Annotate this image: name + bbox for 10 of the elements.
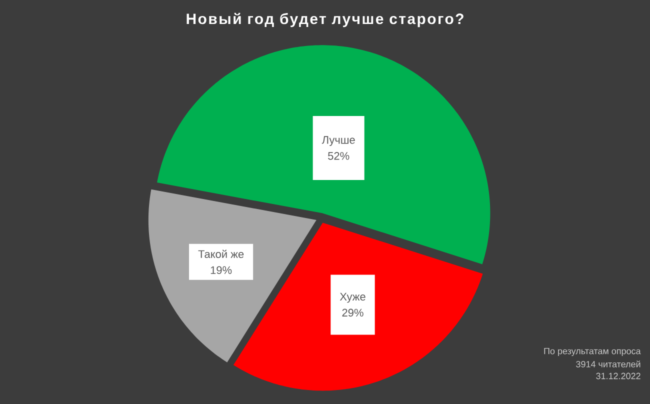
slice-label: Такой же [198,250,244,258]
text: 3914 читателей [576,360,640,368]
data-label: 29% [342,308,364,317]
text: По результатам опроса [544,348,641,356]
slice-label: Лучше [322,136,355,146]
chart-title: Новый год будет лучше старого? [186,12,464,28]
data-label: 19% [210,266,232,274]
slice-label: Хуже [340,292,366,303]
data-label: 52% [328,152,350,160]
text: 31.12.2022 [596,372,640,380]
